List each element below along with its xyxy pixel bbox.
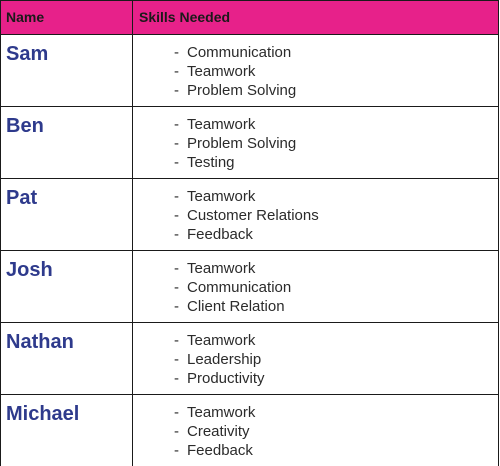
- list-item: Problem Solving: [133, 81, 498, 100]
- list-item: Feedback: [133, 225, 498, 244]
- dash-bullet: [133, 331, 187, 350]
- dash-bullet: [133, 350, 187, 369]
- skill-text: Client Relation: [187, 298, 285, 315]
- dash-bullet: [133, 81, 187, 100]
- skill-text: Communication: [187, 279, 292, 296]
- skill-text: Customer Relations: [187, 207, 319, 224]
- dash-bullet: [133, 153, 187, 172]
- list-item: Teamwork: [133, 403, 498, 422]
- table-row: Josh Teamwork Communication Client Relat…: [1, 251, 498, 323]
- table-row: Michael Teamwork Creativity Feedback: [1, 395, 498, 466]
- table-row: Sam Communication Teamwork Problem Solvi…: [1, 35, 498, 107]
- table-row: Ben Teamwork Problem Solving Testing: [1, 107, 498, 179]
- header-skills-needed: Skills Needed: [139, 9, 231, 25]
- dash-bullet: [133, 259, 187, 278]
- dash-bullet: [133, 403, 187, 422]
- list-item: Teamwork: [133, 259, 498, 278]
- list-item: Teamwork: [133, 331, 498, 350]
- skills-list: Teamwork Customer Relations Feedback: [133, 179, 498, 250]
- skill-text: Teamwork: [187, 63, 256, 80]
- dash-bullet: [133, 422, 187, 441]
- dash-bullet: [133, 206, 187, 225]
- dash-bullet: [133, 115, 187, 134]
- person-name: Josh: [1, 251, 133, 322]
- skill-text: Feedback: [187, 226, 253, 243]
- dash-bullet: [133, 43, 187, 62]
- list-item: Communication: [133, 278, 498, 297]
- skill-text: Teamwork: [187, 332, 256, 349]
- dash-bullet: [133, 297, 187, 316]
- list-item: Feedback: [133, 441, 498, 460]
- list-item: Teamwork: [133, 62, 498, 81]
- dash-bullet: [133, 225, 187, 244]
- skill-text: Productivity: [187, 370, 265, 387]
- person-name: Nathan: [1, 323, 133, 394]
- skills-list: Teamwork Communication Client Relation: [133, 251, 498, 322]
- table-row: Nathan Teamwork Leadership Productivity: [1, 323, 498, 395]
- skills-list: Teamwork Problem Solving Testing: [133, 107, 498, 178]
- list-item: Leadership: [133, 350, 498, 369]
- dash-bullet: [133, 278, 187, 297]
- list-item: Teamwork: [133, 187, 498, 206]
- skill-text: Problem Solving: [187, 82, 297, 99]
- dash-bullet: [133, 62, 187, 81]
- list-item: Teamwork: [133, 115, 498, 134]
- skills-list: Teamwork Creativity Feedback: [133, 395, 498, 466]
- skill-text: Leadership: [187, 351, 262, 368]
- person-name: Pat: [1, 179, 133, 250]
- list-item: Problem Solving: [133, 134, 498, 153]
- dash-bullet: [133, 441, 187, 460]
- dash-bullet: [133, 134, 187, 153]
- dash-bullet: [133, 187, 187, 206]
- person-name: Ben: [1, 107, 133, 178]
- skill-text: Teamwork: [187, 188, 256, 205]
- list-item: Client Relation: [133, 297, 498, 316]
- person-name: Sam: [1, 35, 133, 106]
- skill-text: Teamwork: [187, 260, 256, 277]
- table-row: Pat Teamwork Customer Relations Feedback: [1, 179, 498, 251]
- skill-text: Creativity: [187, 423, 250, 440]
- skill-text: Communication: [187, 44, 292, 61]
- list-item: Communication: [133, 43, 498, 62]
- dash-bullet: [133, 369, 187, 388]
- skill-text: Problem Solving: [187, 135, 297, 152]
- skills-list: Communication Teamwork Problem Solving: [133, 35, 498, 106]
- person-name: Michael: [1, 395, 133, 466]
- list-item: Customer Relations: [133, 206, 498, 225]
- list-item: Testing: [133, 153, 498, 172]
- list-item: Productivity: [133, 369, 498, 388]
- skill-text: Feedback: [187, 442, 253, 459]
- list-item: Creativity: [133, 422, 498, 441]
- skill-text: Teamwork: [187, 404, 256, 421]
- skill-text: Teamwork: [187, 116, 256, 133]
- table-header: Name Skills Needed: [1, 1, 498, 35]
- header-name: Name: [1, 1, 133, 34]
- skills-list: Teamwork Leadership Productivity: [133, 323, 498, 394]
- skill-text: Testing: [187, 154, 235, 171]
